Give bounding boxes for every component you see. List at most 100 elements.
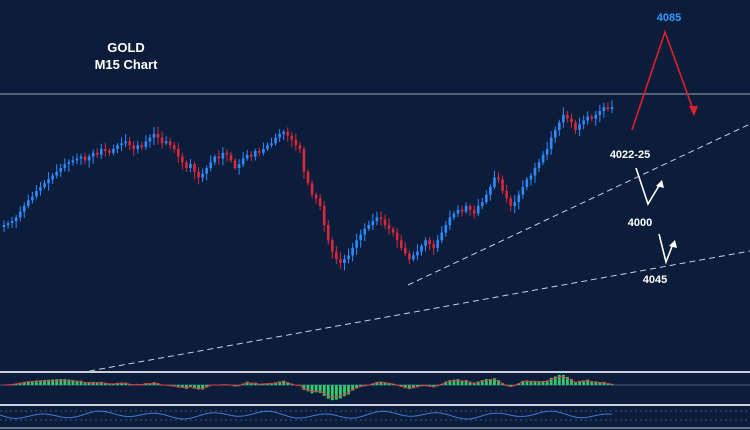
- candle-body: [436, 240, 440, 248]
- candle-body: [331, 240, 334, 252]
- candle-body: [168, 141, 172, 146]
- candle-body: [501, 179, 504, 191]
- candle-body: [124, 141, 127, 144]
- macd-bar: [144, 383, 148, 385]
- candle-body: [355, 240, 358, 248]
- bounce-arrow-2: [658, 233, 674, 265]
- label-support-1: 4000: [628, 217, 652, 229]
- macd-bar: [249, 382, 253, 385]
- macd-bar: [403, 385, 407, 389]
- candle-body: [209, 162, 213, 168]
- macd-bar: [497, 380, 500, 385]
- macd-bar: [95, 382, 99, 385]
- macd-bar: [270, 383, 273, 385]
- candle-body: [541, 154, 545, 163]
- macd-bar: [282, 380, 286, 385]
- macd-bar: [570, 379, 573, 385]
- macd-bar: [116, 382, 119, 385]
- candle-body: [335, 251, 338, 260]
- macd-bar: [606, 383, 610, 385]
- candle-body: [428, 240, 431, 244]
- candle-body: [456, 209, 460, 214]
- candle-body: [367, 225, 371, 229]
- macd-bar: [253, 382, 257, 385]
- macd-bar: [359, 385, 363, 387]
- candle-body: [606, 107, 610, 110]
- chart-title-timeframe: M15 Chart: [95, 57, 159, 72]
- candle-body: [497, 177, 500, 180]
- candle-body: [598, 111, 602, 115]
- candle-body: [95, 152, 99, 155]
- macd-bar: [152, 382, 156, 385]
- macd-bar: [310, 385, 314, 394]
- macd-bar: [30, 380, 34, 385]
- candle-body: [448, 217, 452, 225]
- candle-body: [225, 152, 229, 155]
- candle-body: [562, 114, 565, 123]
- macd-bar: [468, 381, 472, 385]
- candle-body: [322, 206, 326, 225]
- candle-body: [79, 156, 83, 159]
- candle-body: [254, 150, 257, 157]
- macd-bar: [201, 385, 205, 390]
- macd-bar: [351, 385, 354, 391]
- candle-body: [91, 152, 95, 157]
- macd-bar: [448, 380, 452, 385]
- macd-bar: [322, 385, 326, 396]
- macd-bar: [318, 385, 322, 393]
- macd-bar: [460, 380, 464, 385]
- macd-bar: [590, 381, 594, 385]
- macd-bar: [35, 380, 38, 385]
- candle-body: [314, 194, 318, 199]
- macd-bar: [347, 385, 350, 395]
- candle-body: [59, 168, 63, 172]
- macd-bar: [489, 379, 492, 385]
- candle-body: [326, 225, 330, 241]
- candle-body: [509, 198, 512, 206]
- candle-body: [181, 156, 184, 163]
- candle-body: [578, 124, 581, 130]
- candle-body: [67, 162, 71, 165]
- macd-panel: [0, 372, 750, 404]
- candle-body: [521, 187, 525, 195]
- candle-body: [120, 143, 123, 146]
- candle-body: [99, 149, 103, 155]
- candle-body: [574, 122, 577, 130]
- candle-body: [35, 190, 38, 197]
- macd-bar: [91, 381, 95, 385]
- candle-body: [485, 194, 488, 203]
- candle-body: [383, 219, 387, 225]
- macd-bar: [383, 382, 387, 385]
- candle-body: [464, 206, 468, 212]
- candle-body: [395, 232, 399, 241]
- macd-bar: [545, 380, 549, 385]
- candle-body: [241, 158, 245, 165]
- label-support-2: 4045: [643, 274, 667, 286]
- macd-bar: [59, 379, 63, 385]
- candle-body: [570, 118, 573, 123]
- candle-body: [31, 196, 34, 201]
- macd-bar: [22, 381, 26, 385]
- candle-body: [14, 217, 18, 222]
- candle-body: [136, 145, 140, 149]
- candle-body: [387, 225, 391, 229]
- macd-bar: [549, 377, 553, 385]
- macd-bar: [103, 382, 107, 385]
- candle-body: [379, 217, 383, 220]
- macd-bar: [43, 379, 46, 385]
- macd-bar: [274, 382, 277, 385]
- macd-bar: [286, 382, 290, 385]
- macd-bar: [407, 385, 411, 390]
- macd-bar: [176, 385, 180, 388]
- macd-bar: [51, 379, 55, 385]
- macd-bar: [444, 381, 448, 385]
- candle-body: [55, 171, 58, 176]
- macd-bar: [326, 385, 330, 399]
- candle-body: [108, 150, 111, 153]
- candle-body: [144, 141, 148, 148]
- candle-body: [294, 139, 298, 146]
- macd-bar: [75, 380, 79, 385]
- candle-body: [318, 198, 322, 206]
